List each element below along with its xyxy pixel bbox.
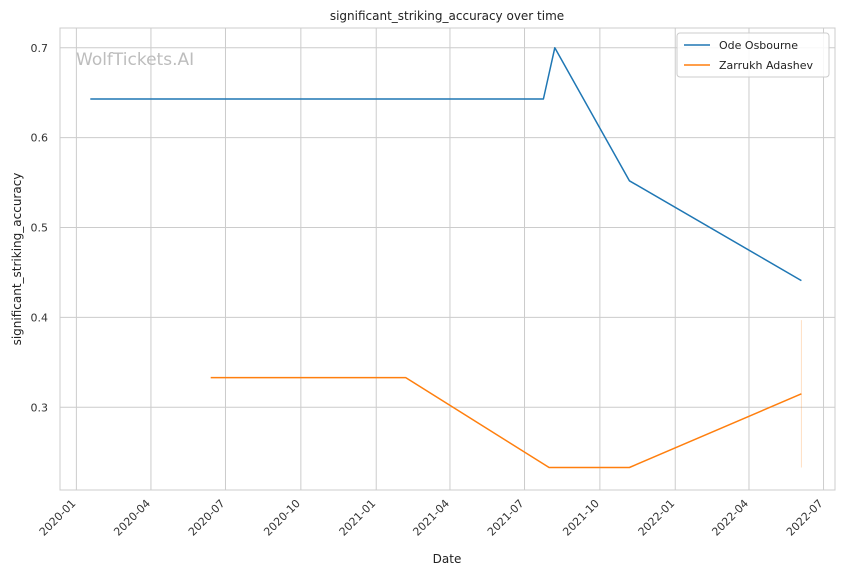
legend-entries: Ode Osbourne Zarrukh Adashev bbox=[684, 39, 813, 72]
y-tick-label: 0.6 bbox=[31, 132, 49, 145]
legend-box bbox=[676, 32, 830, 78]
grid bbox=[60, 28, 835, 490]
legend: Ode Osbourne Zarrukh Adashev bbox=[676, 32, 830, 78]
y-tick-label: 0.7 bbox=[31, 42, 49, 55]
watermark: WolfTickets.AI bbox=[76, 50, 194, 70]
series-line-ode-osbourne bbox=[90, 47, 802, 282]
y-tick-labels: 0.3 0.4 0.5 0.6 0.7 bbox=[31, 42, 49, 415]
chart-title: significant_striking_accuracy over time bbox=[330, 9, 564, 23]
x-axis-label: Date bbox=[433, 552, 462, 566]
series-lines bbox=[90, 47, 802, 469]
y-tick-label: 0.5 bbox=[31, 222, 49, 235]
plot-frame bbox=[59, 27, 836, 491]
y-tick-label: 0.3 bbox=[31, 401, 49, 414]
legend-label: Zarrukh Adashev bbox=[719, 59, 813, 72]
legend-label: Ode Osbourne bbox=[719, 39, 798, 52]
y-tick-label: 0.4 bbox=[31, 311, 49, 324]
y-axis-label: significant_striking_accuracy bbox=[10, 173, 24, 346]
series-line-zarrukh-adashev bbox=[210, 376, 802, 469]
